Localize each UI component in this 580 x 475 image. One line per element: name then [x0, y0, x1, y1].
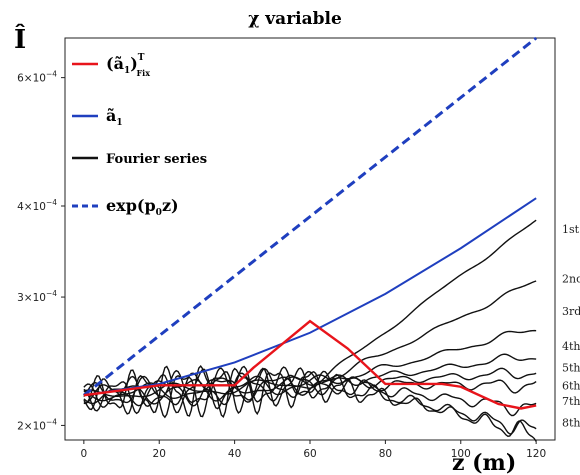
plot-area	[64, 36, 556, 442]
series-line-exp	[82, 36, 538, 397]
order-label: 4th	[562, 340, 580, 353]
order-label: 2nd	[562, 273, 580, 286]
legend-label: Fourier series	[106, 152, 207, 167]
legend-label: exp(p0z)	[106, 196, 179, 218]
x-tick-label: 100	[451, 448, 471, 460]
fourier-series-line	[83, 280, 537, 402]
order-label: 8th	[562, 416, 580, 429]
fourier-series-line	[83, 365, 537, 417]
fourier-series-line	[83, 365, 537, 442]
x-tick-label: 40	[228, 448, 241, 460]
order-label: 1st	[562, 223, 580, 236]
x-axis-label: z (m)	[452, 450, 516, 475]
chart-title: χ variable	[248, 9, 342, 29]
series-line-a1	[83, 197, 537, 397]
x-tick-label: 60	[303, 448, 316, 460]
series-line-a1fix	[83, 319, 537, 410]
x-tick-label: 80	[379, 448, 392, 460]
order-label: 7th	[562, 395, 580, 408]
fourier-series-line	[83, 367, 537, 435]
order-label: 3rd	[562, 305, 580, 318]
x-tick-label: 20	[153, 448, 166, 460]
fourier-order-labels: 1st 2nd 3rd 4th 5th 6th 7th 8th	[562, 223, 580, 429]
fourier-series-line	[83, 353, 537, 407]
order-label: 5th	[562, 362, 580, 375]
y-axis-label: Î	[14, 23, 26, 55]
x-tick-label: 0	[81, 448, 88, 460]
x-tick-label: 120	[526, 448, 546, 460]
order-label: 6th	[562, 379, 580, 392]
